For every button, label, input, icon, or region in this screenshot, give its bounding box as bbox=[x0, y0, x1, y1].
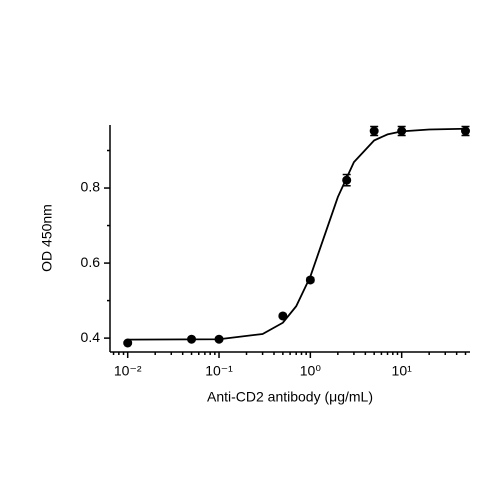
x-tick-label: 10⁰ bbox=[300, 363, 322, 379]
data-point bbox=[305, 275, 315, 285]
data-point bbox=[187, 334, 197, 344]
data-point bbox=[123, 338, 133, 348]
fit-curve bbox=[127, 127, 466, 341]
x-axis-label: Anti-CD2 antibody (μg/mL) bbox=[207, 389, 373, 405]
data-point bbox=[397, 126, 407, 136]
data-point bbox=[214, 334, 224, 344]
x-tick-label: 10¹ bbox=[392, 363, 413, 379]
x-tick-label: 10⁻¹ bbox=[205, 363, 233, 379]
y-axis-label: OD 450nm bbox=[39, 204, 55, 272]
data-point bbox=[342, 175, 352, 185]
data-point bbox=[461, 126, 471, 136]
data-point bbox=[278, 311, 288, 321]
y-tick-label: 0.4 bbox=[81, 329, 101, 345]
y-tick-label: 0.8 bbox=[81, 179, 101, 195]
data-point bbox=[369, 126, 379, 136]
x-tick-label: 10⁻² bbox=[114, 363, 142, 379]
y-tick-label: 0.6 bbox=[81, 254, 101, 270]
